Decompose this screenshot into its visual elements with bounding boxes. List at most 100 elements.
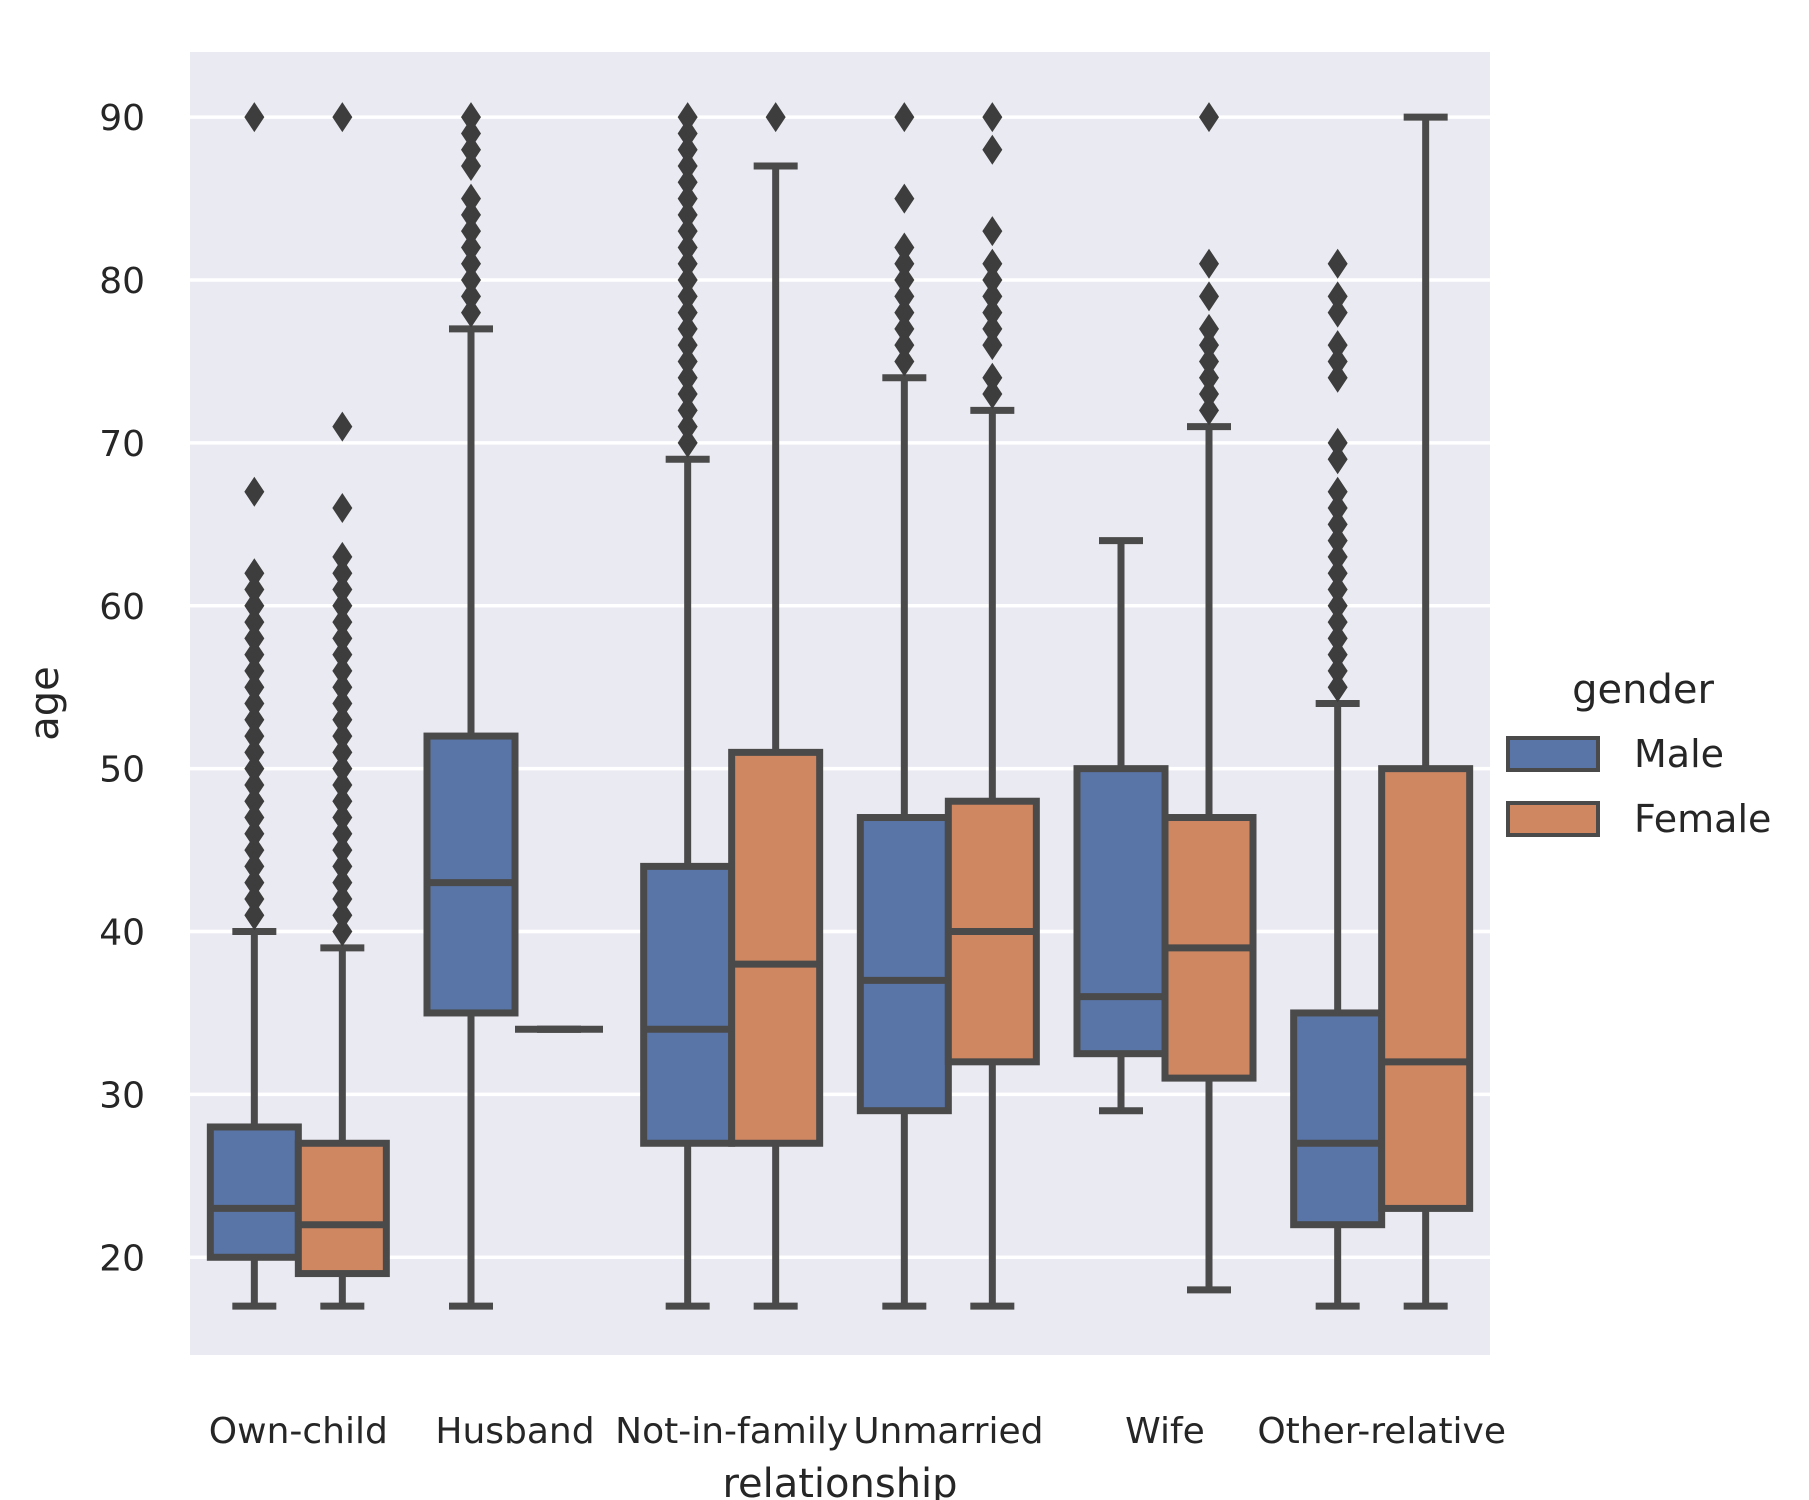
- outlier-point: [332, 541, 353, 572]
- outlier-point: [677, 118, 698, 149]
- box-male-unmarried: [856, 102, 952, 1310]
- outlier-point: [332, 688, 353, 719]
- outlier-point: [765, 102, 786, 133]
- outlier-point: [1199, 379, 1219, 410]
- outlier-point: [332, 737, 353, 768]
- outlier-point: [677, 151, 698, 182]
- outlier-point: [677, 330, 698, 361]
- outlier-point: [1199, 346, 1219, 377]
- outlier-point: [1327, 427, 1348, 458]
- outlier-point: [677, 265, 698, 296]
- outlier-point: [244, 623, 265, 654]
- box-body: [294, 1139, 390, 1278]
- box-female-own-child: [294, 102, 390, 1310]
- outlier-point: [1327, 330, 1348, 361]
- outlier-point: [244, 558, 265, 589]
- x-tick-label: Unmarried: [853, 1411, 1043, 1452]
- outlier-point: [244, 672, 265, 703]
- legend-label-female: Female: [1634, 797, 1771, 841]
- outlier-point: [982, 297, 1003, 328]
- box-body: [1073, 765, 1169, 1058]
- outlier-point: [1327, 362, 1348, 393]
- outlier-point: [677, 248, 698, 279]
- outlier-point: [677, 346, 698, 377]
- legend-swatch-male: [1506, 736, 1600, 772]
- box-female-other-relative: [1378, 113, 1474, 1310]
- outlier-point: [894, 265, 915, 296]
- outlier-point: [894, 232, 915, 263]
- box-male-other-relative: [1290, 248, 1386, 1310]
- outlier-point: [1199, 281, 1219, 312]
- y-tick-label: 30: [99, 1075, 145, 1116]
- outlier-point: [461, 134, 481, 165]
- outlier-point: [244, 786, 265, 817]
- outlier-point: [1327, 590, 1348, 621]
- outlier-point: [244, 802, 265, 833]
- outlier-point: [332, 818, 353, 849]
- outlier-point: [244, 737, 265, 768]
- outlier-point: [677, 297, 698, 328]
- outlier-point: [332, 590, 353, 621]
- legend-swatch-female: [1506, 801, 1600, 837]
- outlier-point: [1327, 525, 1348, 556]
- outlier-point: [332, 835, 353, 866]
- outlier-point: [1327, 297, 1348, 328]
- outlier-point: [332, 493, 353, 524]
- outlier-point: [982, 248, 1003, 279]
- outlier-point: [332, 639, 353, 670]
- outlier-point: [1327, 281, 1348, 312]
- box-body: [206, 1123, 302, 1261]
- outlier-point: [332, 704, 353, 735]
- outlier-point: [1199, 330, 1219, 361]
- outlier-point: [982, 362, 1003, 393]
- y-tick-label: 90: [99, 98, 145, 139]
- outlier-point: [982, 379, 1003, 410]
- y-tick-label: 60: [99, 587, 145, 628]
- outlier-point: [982, 102, 1003, 133]
- outlier-point: [244, 639, 265, 670]
- box-body: [1290, 1009, 1386, 1229]
- box-female-wife: [1161, 102, 1257, 1294]
- plot-area-background: [190, 52, 1490, 1355]
- outlier-point: [894, 346, 915, 377]
- outlier-point: [1327, 672, 1348, 703]
- outlier-point: [677, 102, 698, 133]
- y-tick-label: 20: [99, 1238, 145, 1279]
- outlier-point: [894, 102, 915, 133]
- outlier-point: [332, 623, 353, 654]
- outlier-point: [332, 721, 353, 752]
- outlier-point: [332, 900, 353, 931]
- outlier-point: [461, 232, 481, 263]
- box-body: [423, 732, 519, 1017]
- outlier-point: [677, 313, 698, 344]
- outlier-point: [677, 134, 698, 165]
- outlier-point: [332, 411, 353, 442]
- outlier-point: [982, 265, 1003, 296]
- outlier-point: [1327, 623, 1348, 654]
- outlier-point: [1327, 541, 1348, 572]
- outlier-point: [461, 183, 481, 214]
- outlier-point: [244, 769, 265, 800]
- box-male-husband: [423, 102, 519, 1310]
- outlier-point: [332, 786, 353, 817]
- outlier-point: [1327, 655, 1348, 686]
- y-tick-label: 70: [99, 424, 145, 465]
- outlier-point: [1199, 248, 1219, 279]
- outlier-point: [332, 753, 353, 784]
- legend: gender Male Female: [1506, 667, 1771, 841]
- x-tick-label: Own-child: [209, 1411, 388, 1452]
- outlier-point: [1327, 509, 1348, 540]
- outlier-point: [1199, 395, 1219, 426]
- outlier-point: [1327, 248, 1348, 279]
- outlier-point: [1327, 493, 1348, 524]
- outlier-point: [1327, 558, 1348, 589]
- outlier-point: [332, 655, 353, 686]
- outlier-point: [1327, 476, 1348, 507]
- outlier-point: [894, 248, 915, 279]
- outlier-point: [461, 118, 481, 149]
- outlier-point: [244, 102, 265, 133]
- outlier-point: [332, 867, 353, 898]
- box-body: [728, 748, 824, 1147]
- x-tick-label: Wife: [1125, 1411, 1205, 1452]
